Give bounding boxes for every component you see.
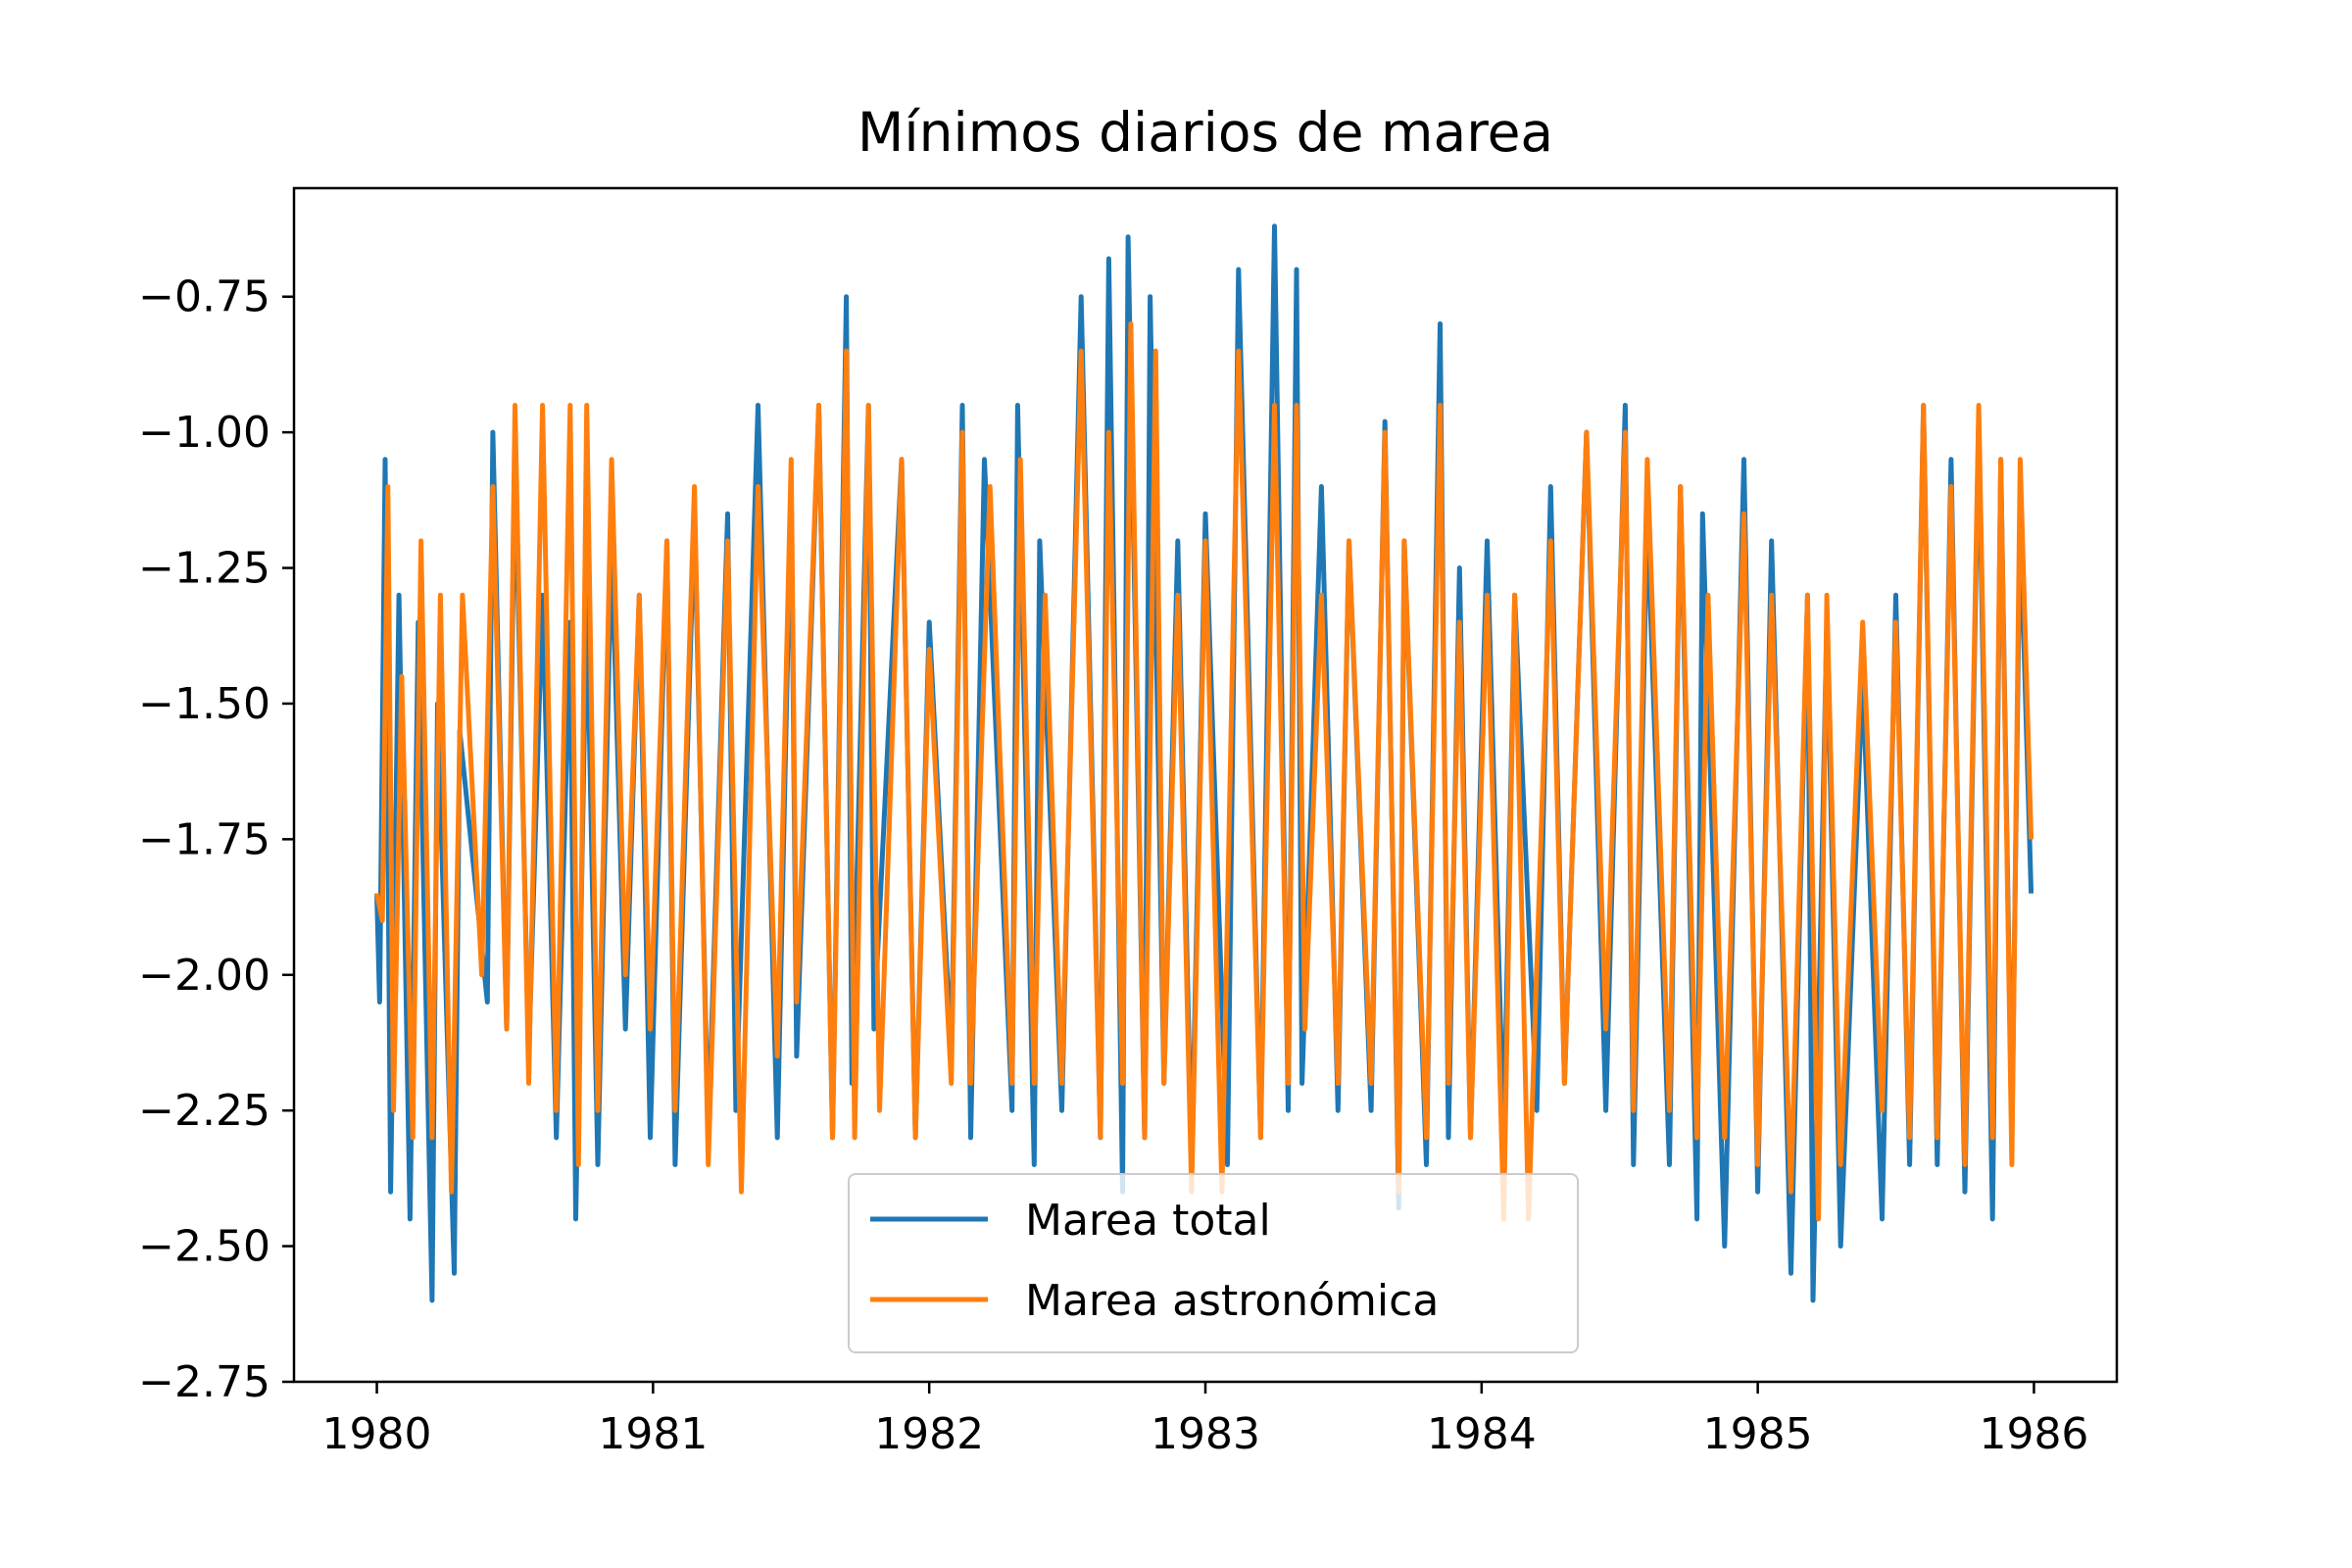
- y-tick-label: −1.50: [138, 679, 270, 729]
- legend-box: [848, 1173, 1579, 1353]
- x-tick-label: 1980: [322, 1409, 432, 1459]
- y-axis: −2.75 −2.50 −2.25 −2.00 −1.75 −1.50 −1.25 −1.00…: [138, 272, 294, 1407]
- chart-title: Mínimos diarios de marea: [858, 101, 1553, 164]
- y-tick-label: −1.75: [138, 814, 270, 864]
- x-tick-label: 1982: [874, 1409, 984, 1459]
- x-tick-label: 1983: [1151, 1409, 1260, 1459]
- y-tick-label: −1.00: [138, 408, 270, 458]
- x-tick-label: 1985: [1703, 1409, 1813, 1459]
- y-tick-label: −2.50: [138, 1222, 270, 1272]
- y-tick-label: −2.00: [138, 951, 270, 1001]
- y-tick-label: −2.75: [138, 1357, 270, 1407]
- y-tick-label: −1.25: [138, 544, 270, 594]
- x-axis: 1980 1981 1982 1983 1984 1985 1986: [322, 1382, 2088, 1459]
- legend-label-marea-astronomica: Marea astronómica: [1025, 1276, 1439, 1326]
- legend-label-marea-total: Marea total: [1025, 1196, 1271, 1246]
- x-tick-label: 1984: [1427, 1409, 1537, 1459]
- x-tick-label: 1981: [598, 1409, 708, 1459]
- series-layer: [374, 223, 2034, 1303]
- x-tick-label: 1986: [1979, 1409, 2088, 1459]
- y-tick-label: −2.25: [138, 1086, 270, 1136]
- y-tick-label: −0.75: [138, 272, 270, 322]
- series-line-marea-astronomica: [374, 320, 2034, 1222]
- legend: Marea total Marea astronómica: [848, 1173, 1579, 1353]
